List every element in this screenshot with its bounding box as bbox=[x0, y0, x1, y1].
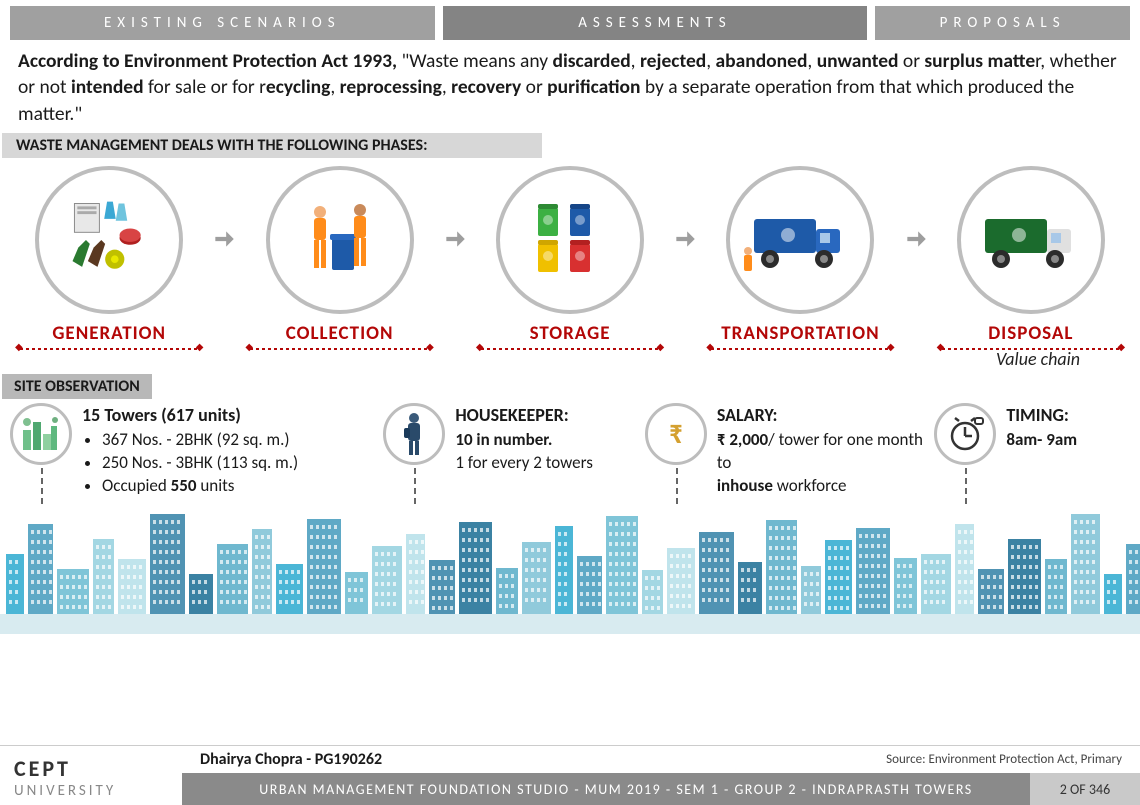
clock-icon bbox=[934, 403, 996, 465]
obs-housekeeper: HOUSEKEEPER: 10 in number. 1 for every 2… bbox=[383, 403, 635, 475]
phase-label: COLLECTION bbox=[242, 322, 436, 345]
phase-underline bbox=[711, 348, 889, 350]
timing-text: TIMING: 8am- 9am bbox=[1006, 403, 1077, 452]
workers-bin-icon bbox=[290, 190, 390, 290]
arrow-icon bbox=[902, 226, 930, 252]
phase-disposal: DISPOSAL bbox=[934, 166, 1128, 350]
phases-heading: WASTE MANAGEMENT DEALS WITH THE FOLLOWIN… bbox=[2, 133, 542, 158]
phases-row: GENERATION COLLECTION STORAGE bbox=[0, 158, 1140, 350]
city-icon bbox=[10, 403, 72, 465]
footer-bar: URBAN MANAGEMENT FOUNDATION STUDIO - MUM… bbox=[182, 773, 1140, 805]
svg-text:₹: ₹ bbox=[669, 416, 683, 451]
phase-label: TRANSPORTATION bbox=[703, 322, 897, 345]
transportation-icon bbox=[726, 166, 874, 314]
cept-logo: CEPT UNIVERSITY bbox=[0, 751, 170, 800]
waste-items-icon bbox=[61, 192, 157, 288]
storage-icon bbox=[496, 166, 644, 314]
observation-row: 15 Towers (617 units) 367 Nos. - 2BHK (9… bbox=[0, 401, 1140, 498]
salary-text: SALARY: ₹ 2,000/ tower for one month to … bbox=[717, 403, 924, 498]
housekeeper-text: HOUSEKEEPER: 10 in number. 1 for every 2… bbox=[455, 403, 593, 475]
phase-label: STORAGE bbox=[473, 322, 667, 345]
rupee-icon: ₹ bbox=[645, 403, 707, 465]
green-truck-icon bbox=[971, 195, 1091, 285]
author-name: Dhairya Chopra - PG190262 bbox=[200, 750, 382, 769]
disposal-icon bbox=[957, 166, 1105, 314]
phase-underline bbox=[481, 348, 659, 350]
phase-underline bbox=[250, 348, 428, 350]
phase-collection: COLLECTION bbox=[242, 166, 436, 350]
phase-label: DISPOSAL bbox=[934, 322, 1128, 345]
page-number: 2 OF 346 bbox=[1030, 773, 1140, 805]
arrow-icon bbox=[671, 226, 699, 252]
arrow-icon bbox=[210, 226, 238, 252]
course-title: URBAN MANAGEMENT FOUNDATION STUDIO - MUM… bbox=[182, 781, 1030, 798]
blue-truck-icon bbox=[740, 195, 860, 285]
towers-text: 15 Towers (617 units) 367 Nos. - 2BHK (9… bbox=[82, 403, 298, 498]
phase-transportation: TRANSPORTATION bbox=[703, 166, 897, 350]
tab-proposals[interactable]: PROPOSALS bbox=[875, 6, 1130, 40]
phase-underline bbox=[942, 348, 1120, 350]
tab-assessments[interactable]: ASSESSMENTS bbox=[443, 6, 868, 40]
value-chain-label: Value chain bbox=[0, 348, 1140, 370]
phase-storage: STORAGE bbox=[473, 166, 667, 350]
skyline-illustration bbox=[0, 504, 1140, 634]
obs-towers: 15 Towers (617 units) 367 Nos. - 2BHK (9… bbox=[10, 403, 373, 498]
obs-salary: ₹ SALARY: ₹ 2,000/ tower for one month t… bbox=[645, 403, 924, 498]
tab-existing[interactable]: EXISTING SCENARIOS bbox=[10, 6, 435, 40]
phase-underline bbox=[20, 348, 198, 350]
bins-icon bbox=[520, 190, 620, 290]
generation-icon bbox=[35, 166, 183, 314]
housekeeper-icon bbox=[383, 403, 445, 465]
phase-generation: GENERATION bbox=[12, 166, 206, 350]
phase-label: GENERATION bbox=[12, 322, 206, 345]
intro-paragraph: According to Environment Protection Act … bbox=[0, 44, 1140, 133]
source-citation: Source: Environment Protection Act, Prim… bbox=[886, 752, 1122, 767]
collection-icon bbox=[266, 166, 414, 314]
obs-timing: TIMING: 8am- 9am bbox=[934, 403, 1130, 465]
arrow-icon bbox=[441, 226, 469, 252]
top-tabs: EXISTING SCENARIOS ASSESSMENTS PROPOSALS bbox=[0, 0, 1140, 44]
site-observation-heading: SITE OBSERVATION bbox=[2, 374, 152, 399]
